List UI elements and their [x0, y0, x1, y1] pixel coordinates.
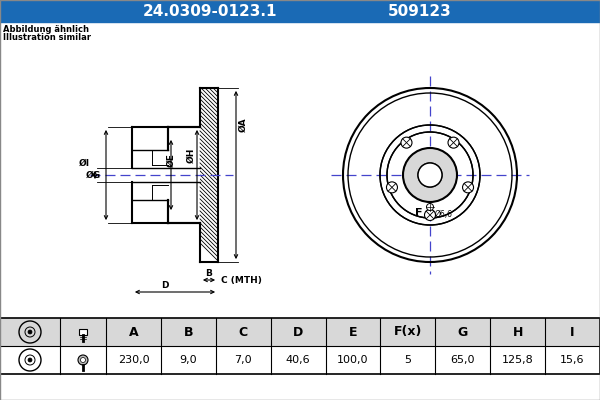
- Text: ØG: ØG: [86, 170, 101, 180]
- Text: C (MTH): C (MTH): [221, 276, 262, 284]
- Text: Illustration similar: Illustration similar: [3, 33, 91, 42]
- Bar: [168, 200, 200, 223]
- Text: B: B: [206, 270, 212, 278]
- Bar: [200, 88, 218, 262]
- Circle shape: [28, 358, 32, 362]
- Text: F: F: [415, 208, 422, 218]
- Text: A: A: [128, 326, 138, 338]
- Circle shape: [403, 148, 457, 202]
- Text: I: I: [571, 326, 575, 338]
- Circle shape: [28, 330, 32, 334]
- Bar: [132, 200, 168, 223]
- Bar: [0, 318, 600, 346]
- Text: B: B: [184, 326, 193, 338]
- Circle shape: [80, 358, 86, 362]
- Text: 40,6: 40,6: [286, 355, 310, 365]
- Text: ØI: ØI: [79, 158, 90, 168]
- Text: 509123: 509123: [388, 4, 452, 18]
- Text: Abbildung ähnlich: Abbildung ähnlich: [3, 25, 89, 34]
- Circle shape: [427, 204, 433, 210]
- Bar: [0, 318, 600, 374]
- Text: G: G: [458, 326, 468, 338]
- Text: H: H: [512, 326, 523, 338]
- Text: 5: 5: [404, 355, 412, 365]
- Text: F(x): F(x): [394, 326, 422, 338]
- Text: 9,0: 9,0: [179, 355, 197, 365]
- Circle shape: [425, 210, 436, 220]
- Text: ØE: ØE: [167, 153, 176, 167]
- Bar: [168, 127, 200, 150]
- Circle shape: [448, 137, 459, 148]
- Text: C: C: [239, 326, 248, 338]
- Text: 230,0: 230,0: [118, 355, 149, 365]
- Text: 7,0: 7,0: [235, 355, 252, 365]
- Text: ØH: ØH: [187, 147, 196, 163]
- Circle shape: [463, 182, 473, 193]
- Text: E: E: [349, 326, 357, 338]
- Text: Ø6,6: Ø6,6: [435, 210, 453, 218]
- Text: 65,0: 65,0: [451, 355, 475, 365]
- Text: D: D: [161, 282, 169, 290]
- Text: 15,6: 15,6: [560, 355, 585, 365]
- Bar: [132, 168, 200, 182]
- Bar: [79, 329, 87, 335]
- Text: 100,0: 100,0: [337, 355, 369, 365]
- Text: D: D: [293, 326, 303, 338]
- Bar: [0, 0, 600, 22]
- Text: 24.0309-0123.1: 24.0309-0123.1: [143, 4, 277, 18]
- Bar: [132, 127, 168, 150]
- Circle shape: [401, 137, 412, 148]
- Circle shape: [386, 182, 397, 193]
- Text: 125,8: 125,8: [502, 355, 533, 365]
- Text: ØA: ØA: [239, 118, 248, 132]
- Circle shape: [78, 355, 88, 365]
- Bar: [0, 346, 600, 374]
- Circle shape: [418, 163, 442, 187]
- Bar: [132, 150, 168, 200]
